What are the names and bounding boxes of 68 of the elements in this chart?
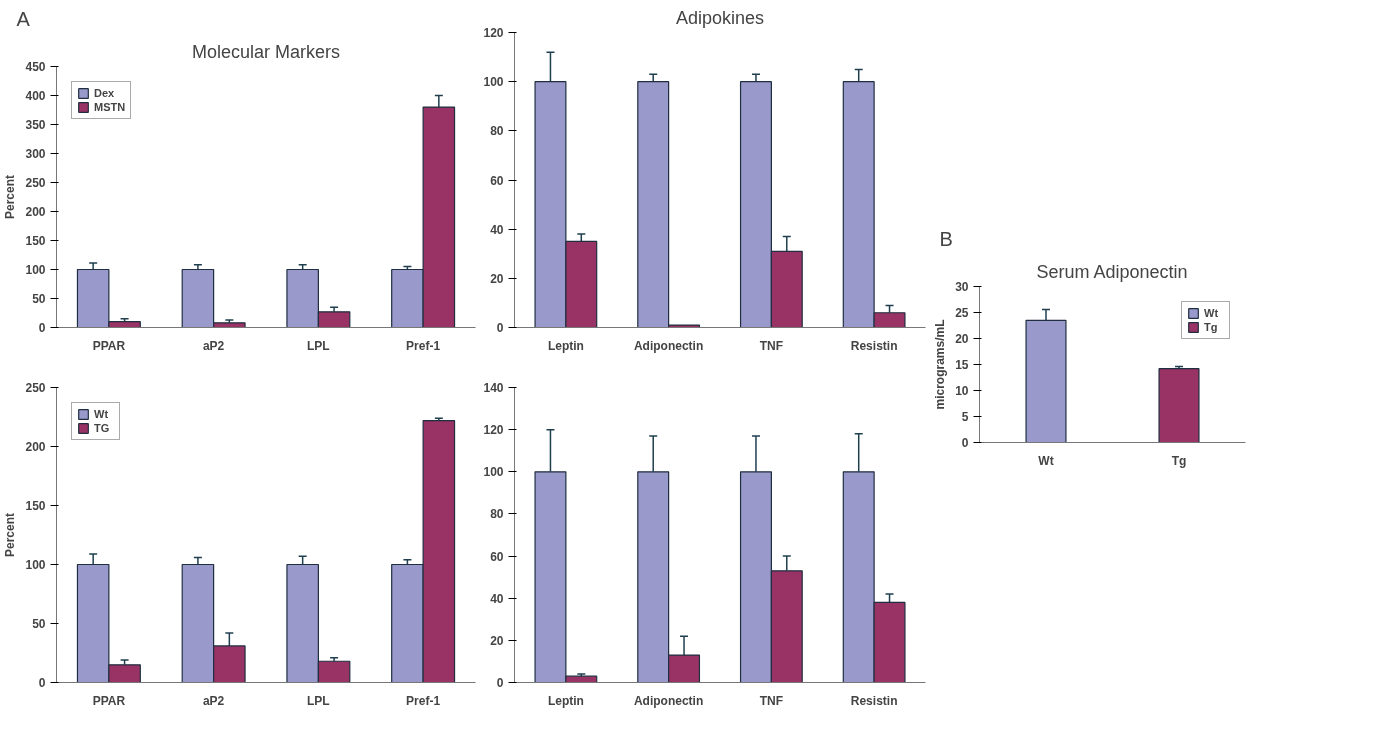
- y-tick-label: 5: [961, 410, 969, 424]
- y-axis-title: Percent: [3, 174, 18, 220]
- x-tick-label: Resistin: [850, 338, 898, 353]
- y-tick-label: 120: [483, 423, 504, 438]
- x-tick-label: Pref-1: [406, 693, 441, 708]
- x-tick-label: PPAR: [92, 338, 126, 353]
- x-tick-label: aP2: [202, 338, 225, 353]
- y-tick-label: 60: [490, 173, 504, 188]
- legend-label: TG: [94, 422, 111, 434]
- chart-title: Serum Adiponectin: [1036, 261, 1188, 282]
- legend-label: Tg: [1204, 321, 1219, 333]
- y-tick-label: 200: [25, 440, 46, 454]
- y-axis-title: Percent: [3, 512, 18, 558]
- x-tick-label: PPAR: [92, 693, 126, 708]
- legend-label: Wt: [94, 408, 110, 420]
- y-tick-label: 0: [38, 321, 46, 335]
- y-tick-label: 60: [490, 549, 504, 564]
- y-tick-label: 0: [496, 676, 504, 690]
- y-tick-label: 200: [25, 205, 46, 219]
- y-tick-label: 150: [25, 499, 46, 513]
- y-tick-label: 10: [955, 384, 969, 398]
- y-tick-label: 50: [32, 617, 46, 631]
- y-tick-label: 0: [961, 436, 969, 450]
- legend-label: MSTN: [94, 101, 126, 113]
- x-tick-label: Adiponectin: [633, 693, 704, 708]
- y-tick-label: 250: [25, 381, 46, 395]
- x-tick-label: LPL: [307, 338, 330, 353]
- x-tick-label: LPL: [307, 693, 330, 708]
- y-tick-label: 120: [483, 26, 504, 40]
- x-tick-label: TNF: [759, 338, 784, 353]
- y-tick-label: 250: [25, 176, 46, 190]
- y-tick-label: 20: [490, 271, 504, 286]
- y-tick-label: 25: [955, 306, 969, 320]
- chart-title: Adipokines: [675, 7, 765, 28]
- y-tick-label: 15: [955, 358, 969, 372]
- y-tick-label: 350: [25, 118, 46, 132]
- x-tick-label: Leptin: [547, 693, 584, 708]
- y-tick-label: 150: [25, 234, 46, 248]
- x-tick-label: Adiponectin: [633, 338, 704, 353]
- x-tick-label: TNF: [759, 693, 784, 708]
- y-tick-label: 450: [25, 60, 46, 74]
- legend-label: Dex: [94, 87, 115, 99]
- y-tick-label: 50: [32, 292, 46, 306]
- y-tick-label: 0: [38, 676, 46, 690]
- y-tick-label: 80: [490, 507, 504, 522]
- y-tick-label: 40: [490, 222, 504, 237]
- y-tick-label: 140: [483, 381, 504, 395]
- y-tick-label: 100: [25, 558, 46, 572]
- y-tick-label: 0: [496, 321, 504, 335]
- legend-label: Wt: [1204, 307, 1220, 319]
- x-tick-label: Resistin: [850, 693, 898, 708]
- x-tick-label: Pref-1: [406, 338, 441, 353]
- y-tick-label: 300: [25, 147, 46, 161]
- text: A: [16, 7, 31, 30]
- y-tick-label: 20: [490, 633, 504, 648]
- chart-title: Molecular Markers: [191, 41, 341, 62]
- x-tick-label: aP2: [202, 693, 225, 708]
- y-axis-title: micrograms/mL: [933, 319, 948, 410]
- text: B: [939, 227, 953, 250]
- y-tick-label: 400: [25, 89, 46, 103]
- y-tick-label: 100: [25, 263, 46, 277]
- y-tick-label: 100: [483, 465, 504, 480]
- y-tick-label: 40: [490, 591, 504, 606]
- y-tick-label: 20: [955, 332, 969, 346]
- y-tick-label: 30: [955, 280, 969, 294]
- x-tick-label: Leptin: [547, 338, 584, 353]
- y-tick-label: 80: [490, 124, 504, 139]
- y-tick-label: 100: [483, 75, 504, 90]
